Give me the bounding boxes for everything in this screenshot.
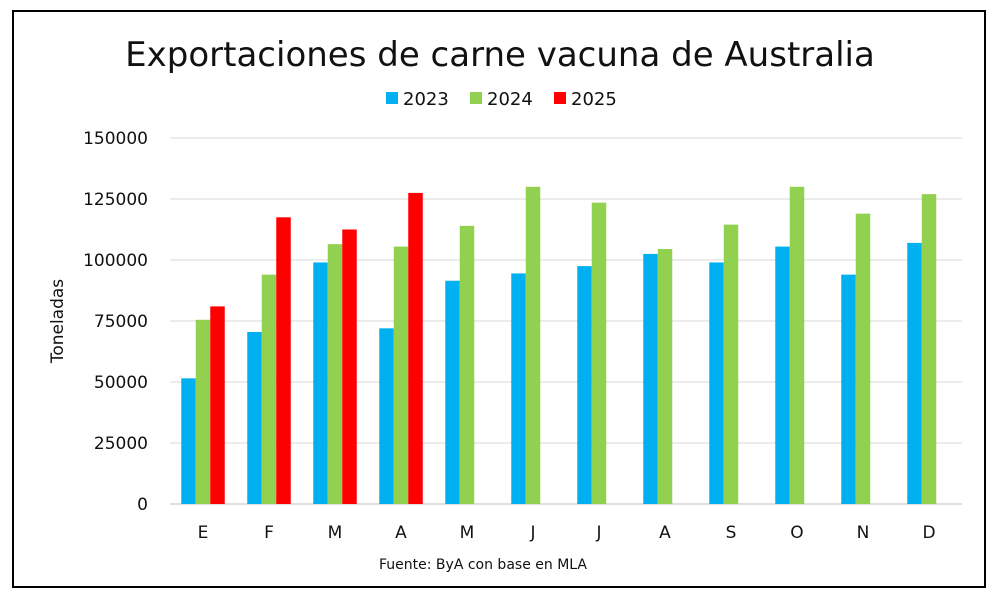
bar-2024-A: [657, 249, 673, 504]
x-tick-label: J: [595, 523, 601, 543]
x-tick-label: O: [790, 523, 803, 543]
bar-2023-O: [775, 246, 790, 504]
bar-2023-N: [841, 274, 856, 504]
y-tick-label: 75000: [94, 312, 148, 332]
bars: [181, 186, 937, 505]
legend-swatch-2024: [470, 92, 482, 104]
x-tick-label: N: [857, 523, 870, 543]
bar-2024-N: [855, 213, 871, 504]
bar-2024-D: [921, 194, 937, 504]
y-tick-label: 25000: [94, 434, 148, 454]
bar-2024-M: [327, 244, 343, 504]
bar-2023-A: [379, 328, 394, 504]
bar-2025-M: [342, 229, 357, 504]
bar-2025-A: [408, 192, 423, 504]
bar-2023-F: [247, 331, 262, 504]
bar-2023-S: [709, 262, 724, 504]
bar-2023-M: [313, 262, 328, 504]
gridlines: [170, 137, 962, 505]
x-tick-label: E: [198, 523, 209, 543]
x-tick-label: A: [659, 523, 671, 543]
bar-2024-A: [393, 246, 409, 504]
bar-2023-J: [511, 273, 526, 504]
legend: 2023 2024 2025: [386, 89, 617, 110]
bar-2023-M: [445, 280, 460, 504]
y-tick-label: 100000: [83, 251, 148, 271]
legend-swatch-2023: [386, 92, 398, 104]
x-tick-label: M: [328, 523, 343, 543]
bar-2025-F: [276, 217, 291, 505]
legend-swatch-2025: [554, 92, 566, 104]
bar-2024-O: [789, 186, 805, 505]
x-tick-label: A: [395, 523, 407, 543]
chart-frame: [12, 10, 986, 588]
x-tick-label: F: [264, 523, 274, 543]
bar-2024-S: [723, 224, 739, 504]
y-axis-ticks: 0 25000 50000 75000 100000 125000 150000: [83, 129, 148, 515]
y-tick-label: 50000: [94, 373, 148, 393]
chart-title: Exportaciones de carne vacuna de Austral…: [125, 35, 875, 75]
y-tick-label: 125000: [83, 190, 148, 210]
bar-2024-J: [525, 186, 541, 505]
bar-2023-J: [577, 266, 592, 504]
legend-label-2023: 2023: [403, 89, 449, 110]
y-tick-label: 0: [137, 495, 148, 515]
legend-label-2025: 2025: [571, 89, 617, 110]
y-axis-label: Toneladas: [48, 279, 68, 364]
y-tick-label: 150000: [83, 129, 148, 149]
bar-2023-D: [907, 242, 922, 505]
bar-2023-A: [643, 253, 658, 504]
legend-label-2024: 2024: [487, 89, 533, 110]
x-tick-label: J: [529, 523, 535, 543]
x-tick-label: M: [460, 523, 475, 543]
x-tick-label: S: [726, 523, 737, 543]
bar-2023-E: [181, 378, 196, 504]
bar-2024-E: [195, 319, 211, 504]
bar-2025-E: [210, 306, 225, 504]
x-tick-label: D: [922, 523, 935, 543]
bar-2024-J: [591, 202, 607, 504]
bar-2024-F: [261, 274, 277, 504]
bar-2024-M: [459, 225, 475, 504]
source-note: Fuente: ByA con base en MLA: [379, 557, 587, 573]
